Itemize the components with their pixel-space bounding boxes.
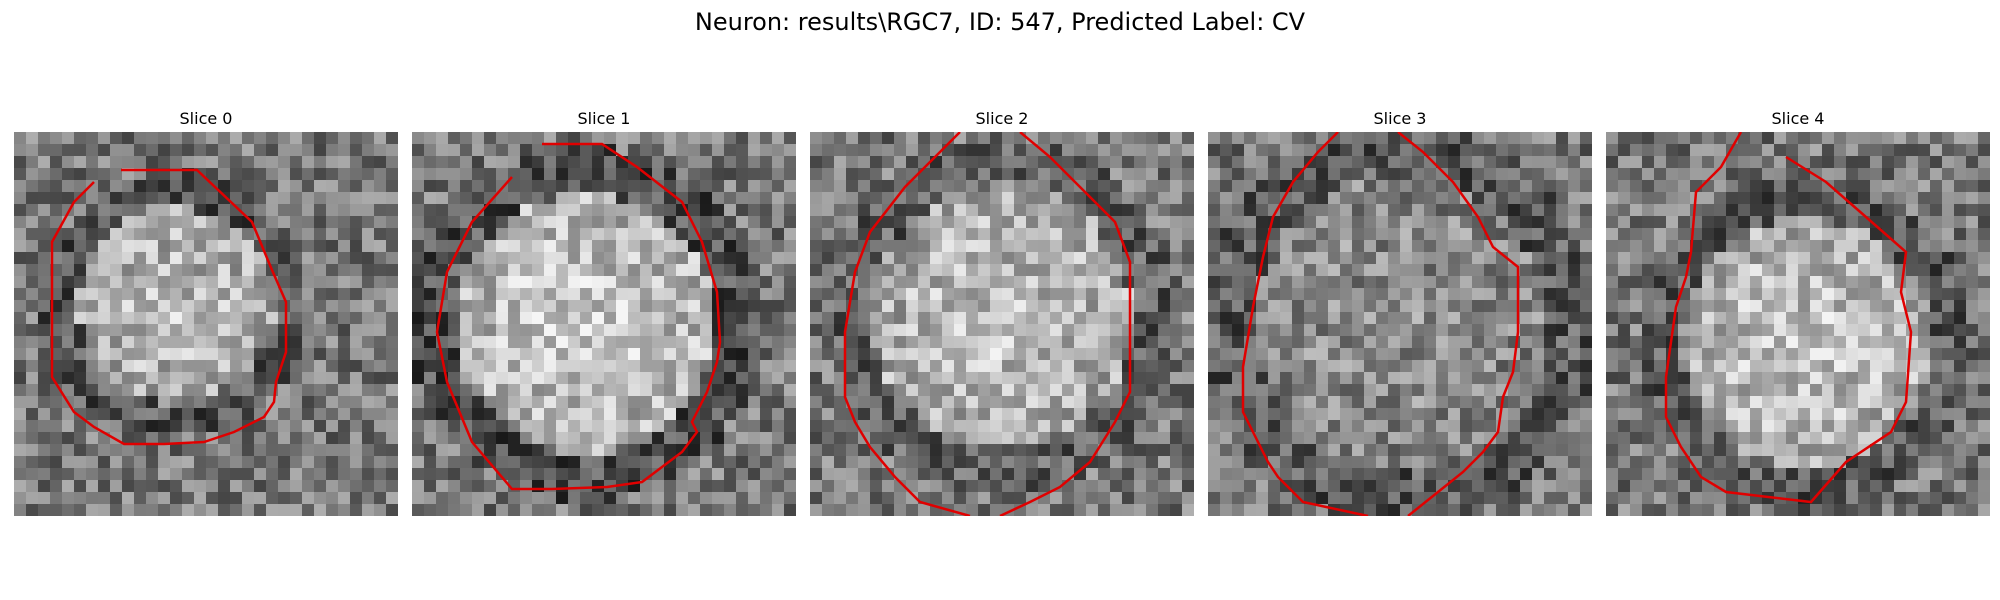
segmentation-contour [1664,132,1913,504]
segmentation-contour [50,168,288,446]
segmentation-contour [843,132,971,516]
slice-title: Slice 4 [1771,109,1825,128]
slice-title: Slice 0 [179,109,233,128]
slice-image-4 [1606,132,1990,516]
noise-texture [412,132,796,516]
noise-texture [1208,132,1592,516]
figure-title: Neuron: results\RGC7, ID: 547, Predicted… [694,8,1306,36]
slice-title: Slice 1 [577,109,631,128]
noise-texture [810,132,1194,516]
slice-panel-0: Slice 0 [14,108,398,516]
segmentation-contour [1241,132,1369,516]
slice-panel-1: Slice 1 [412,108,796,516]
slice-image-2 [810,132,1194,516]
slice-panel-2: Slice 2 [810,108,1194,516]
slice-panel-3: Slice 3 [1208,108,1592,516]
slice-image-1 [412,132,796,516]
noise-texture [14,132,398,516]
segmentation-contour [1397,132,1520,516]
segmentation-contour [435,142,722,491]
segmentation-contour [999,132,1132,516]
slice-panel-4: Slice 4 [1606,108,1990,516]
slice-title: Slice 3 [1373,109,1427,128]
slice-image-3 [1208,132,1592,516]
slice-image-0 [14,132,398,516]
noise-texture [1606,132,1990,516]
slice-title: Slice 2 [975,109,1029,128]
